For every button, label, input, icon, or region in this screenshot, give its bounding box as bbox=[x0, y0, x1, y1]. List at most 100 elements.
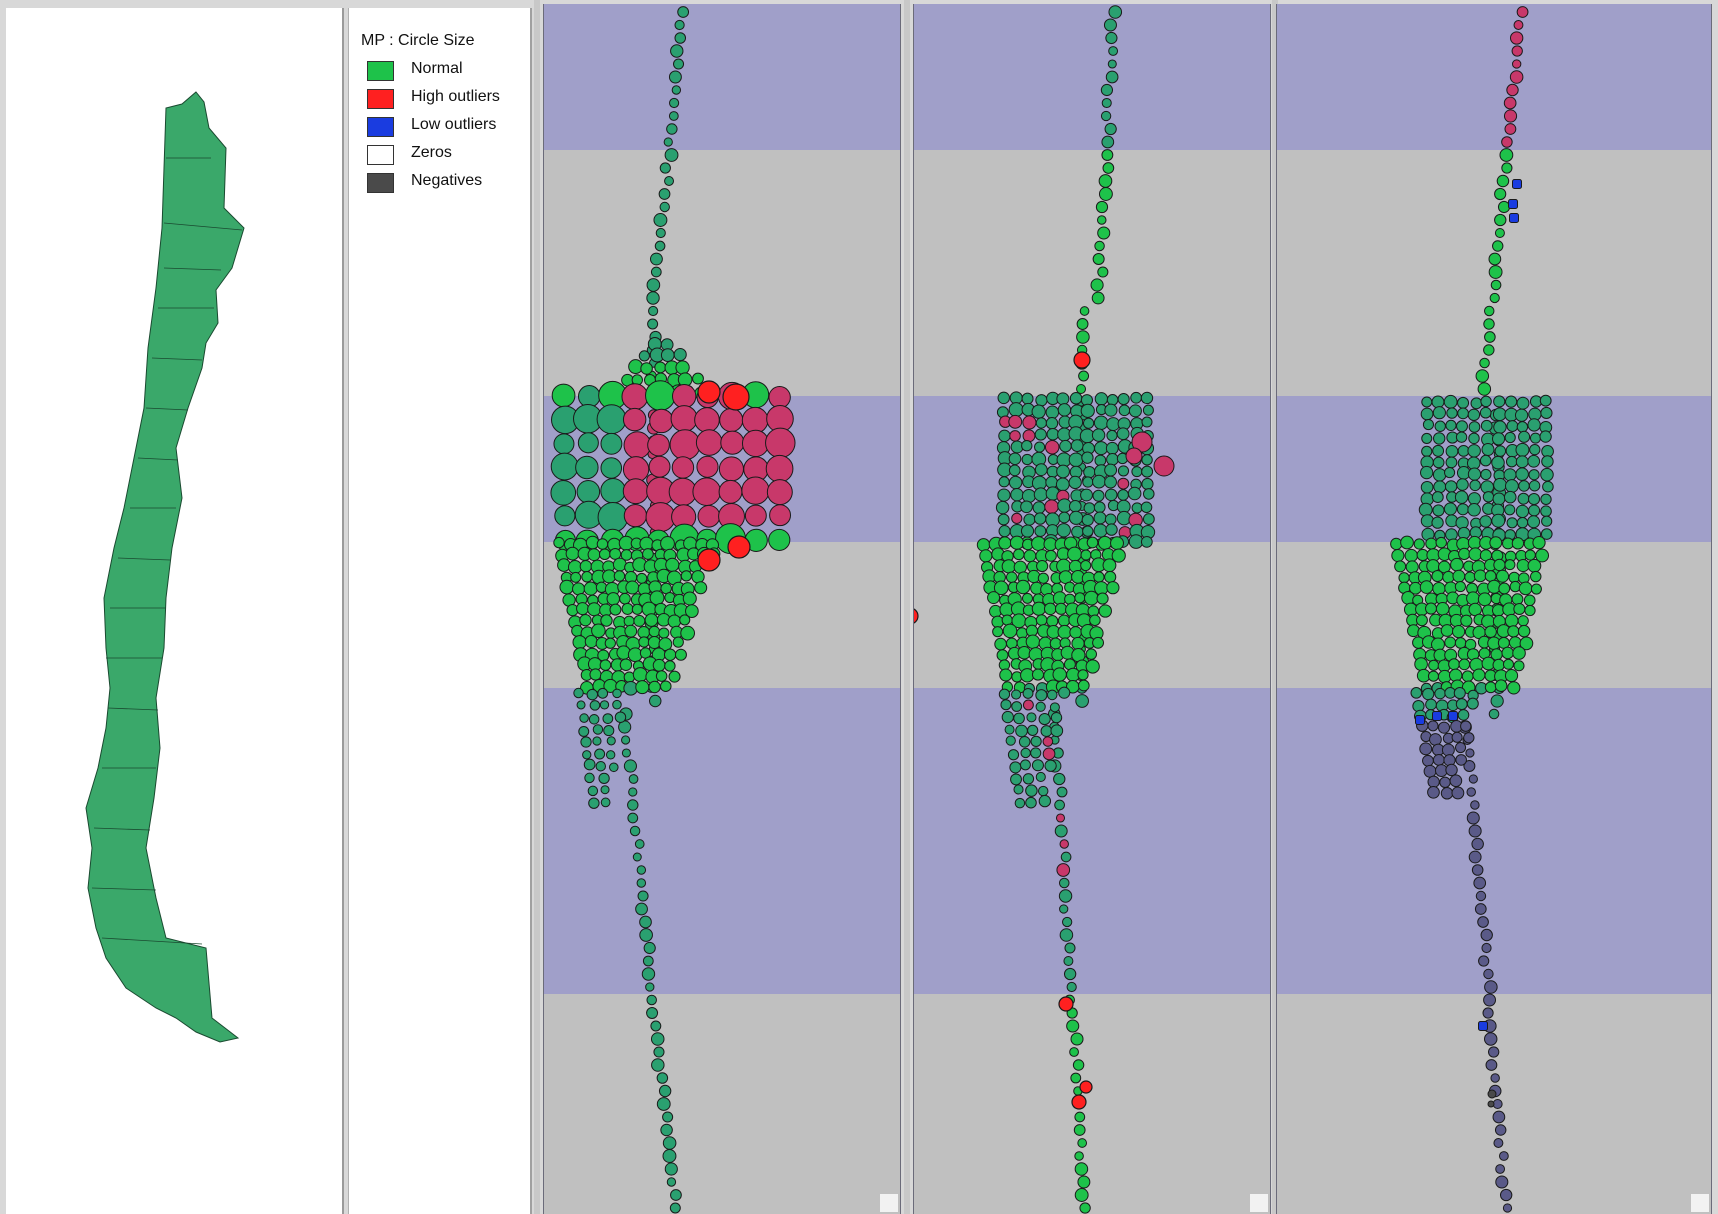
bubble[interactable] bbox=[1492, 658, 1505, 672]
bubble[interactable] bbox=[1042, 736, 1054, 747]
bubble[interactable] bbox=[997, 488, 1011, 502]
bubble[interactable] bbox=[645, 380, 676, 411]
bubble[interactable] bbox=[1467, 467, 1482, 481]
bubble[interactable] bbox=[1070, 439, 1084, 452]
bubble[interactable] bbox=[1482, 491, 1495, 503]
bubble[interactable] bbox=[718, 479, 743, 504]
bubble[interactable] bbox=[655, 227, 666, 239]
bubble[interactable] bbox=[581, 571, 593, 583]
bubble[interactable] bbox=[636, 865, 647, 875]
bubble[interactable] bbox=[744, 504, 767, 527]
bubble[interactable] bbox=[1504, 559, 1516, 571]
bubble[interactable] bbox=[637, 890, 649, 902]
bubble[interactable] bbox=[628, 774, 639, 784]
bubble[interactable] bbox=[1460, 614, 1473, 627]
bubble[interactable] bbox=[1528, 480, 1541, 492]
bubble[interactable] bbox=[1495, 1164, 1506, 1174]
bubble[interactable] bbox=[1422, 418, 1435, 431]
bubble[interactable] bbox=[1049, 637, 1062, 650]
bubble[interactable] bbox=[1076, 384, 1087, 394]
bubble[interactable] bbox=[646, 994, 657, 1006]
bubble[interactable] bbox=[583, 581, 598, 596]
bubble[interactable] bbox=[1418, 502, 1433, 517]
splitter-handle-icon[interactable] bbox=[1272, 0, 1278, 1214]
bubble[interactable] bbox=[1056, 863, 1071, 877]
bubble[interactable] bbox=[1117, 489, 1129, 501]
bubble[interactable] bbox=[1011, 689, 1022, 700]
bubble-group[interactable] bbox=[550, 6, 796, 1214]
bubble[interactable] bbox=[663, 648, 677, 661]
bubble[interactable] bbox=[694, 581, 708, 595]
bubble[interactable] bbox=[1091, 428, 1106, 442]
bubble[interactable] bbox=[1063, 956, 1074, 966]
bubble[interactable] bbox=[1502, 658, 1514, 670]
bubble[interactable] bbox=[1513, 602, 1526, 616]
bubble[interactable] bbox=[1106, 581, 1120, 595]
bubble[interactable] bbox=[646, 278, 661, 292]
bubble[interactable] bbox=[679, 614, 691, 626]
bubble[interactable] bbox=[1518, 430, 1531, 443]
bubble[interactable] bbox=[1479, 454, 1492, 467]
bubble[interactable] bbox=[1468, 421, 1481, 433]
bubble[interactable] bbox=[1097, 226, 1111, 240]
bubble[interactable] bbox=[1479, 515, 1492, 528]
bubble[interactable] bbox=[1081, 513, 1094, 527]
bubble[interactable] bbox=[1517, 624, 1531, 638]
bubble[interactable] bbox=[579, 713, 589, 723]
bubble[interactable] bbox=[579, 613, 592, 627]
bubble[interactable] bbox=[1008, 475, 1023, 490]
bubble[interactable] bbox=[1096, 592, 1109, 605]
bubble[interactable] bbox=[572, 582, 586, 596]
bubble[interactable] bbox=[998, 429, 1011, 443]
bubble[interactable] bbox=[1463, 732, 1475, 744]
bubble[interactable] bbox=[1461, 670, 1474, 683]
bubble[interactable] bbox=[1033, 487, 1048, 502]
bubble[interactable] bbox=[1022, 773, 1035, 785]
bubble[interactable] bbox=[1524, 604, 1536, 617]
bubble[interactable] bbox=[1441, 743, 1455, 757]
bubble[interactable] bbox=[720, 430, 745, 455]
bubble[interactable] bbox=[1034, 441, 1046, 453]
bubble[interactable] bbox=[1057, 624, 1072, 640]
bubble[interactable] bbox=[671, 85, 682, 95]
bubble[interactable] bbox=[614, 711, 627, 723]
bubble[interactable] bbox=[1515, 442, 1530, 457]
bubble[interactable] bbox=[1444, 466, 1456, 479]
bubble[interactable] bbox=[1035, 394, 1048, 407]
bubble[interactable] bbox=[1058, 686, 1071, 699]
bubble[interactable] bbox=[680, 570, 692, 582]
bubble[interactable] bbox=[1128, 404, 1142, 418]
bubble[interactable] bbox=[1069, 510, 1084, 525]
bubble[interactable] bbox=[1072, 1059, 1085, 1071]
bubble[interactable] bbox=[656, 1097, 671, 1111]
bubble[interactable] bbox=[768, 386, 791, 409]
bubble[interactable] bbox=[1432, 444, 1445, 457]
bubble[interactable] bbox=[653, 1046, 665, 1058]
bubble[interactable] bbox=[1032, 501, 1046, 515]
bubble[interactable] bbox=[1086, 536, 1099, 549]
bubble[interactable] bbox=[1098, 174, 1113, 188]
bubble[interactable] bbox=[1435, 601, 1450, 616]
bubble[interactable] bbox=[1450, 557, 1464, 572]
bubble[interactable] bbox=[670, 405, 698, 433]
bubble[interactable] bbox=[578, 725, 590, 737]
bubble[interactable] bbox=[603, 725, 615, 737]
bubble[interactable] bbox=[565, 546, 580, 561]
bubble[interactable] bbox=[1420, 465, 1434, 480]
bubble[interactable] bbox=[1040, 725, 1053, 738]
bubble[interactable] bbox=[1427, 785, 1440, 799]
bubble[interactable] bbox=[1022, 415, 1037, 430]
low-outlier-bubble[interactable] bbox=[1432, 711, 1442, 721]
low-outlier-bubble[interactable] bbox=[1448, 711, 1458, 721]
bubble[interactable] bbox=[1106, 394, 1119, 406]
bubble[interactable] bbox=[1505, 455, 1518, 468]
bubble[interactable] bbox=[1082, 417, 1095, 429]
bubble[interactable] bbox=[1141, 454, 1153, 466]
bubble[interactable] bbox=[1443, 394, 1458, 409]
bubble[interactable] bbox=[1030, 747, 1042, 759]
bubble[interactable] bbox=[1116, 427, 1130, 441]
bubble[interactable] bbox=[1058, 889, 1073, 903]
bubble[interactable] bbox=[1023, 549, 1037, 563]
bubble[interactable] bbox=[1471, 864, 1484, 876]
bubble[interactable] bbox=[1019, 759, 1031, 771]
